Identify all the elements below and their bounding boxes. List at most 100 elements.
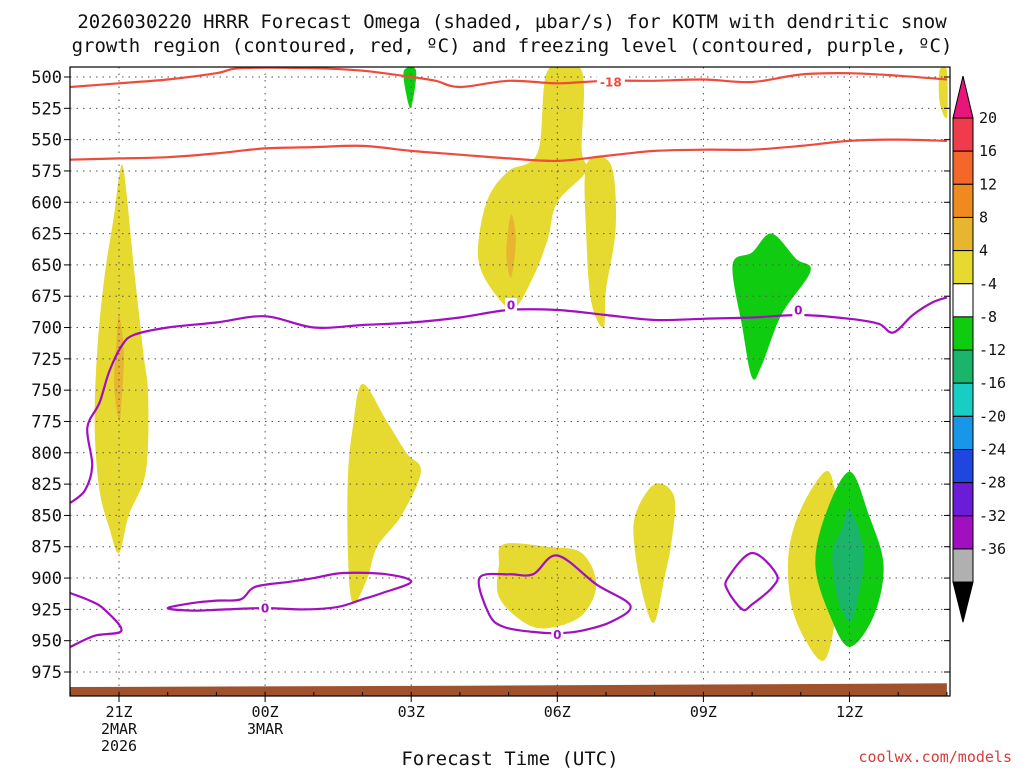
omega-green-top-area [403,67,417,108]
dgz-upper-contour [70,67,947,89]
y-tick-label-800: 800 [31,444,62,464]
y-tick-label-900: 900 [31,569,62,589]
colorbar-label--4: -4 [979,275,997,293]
colorbar-swatch [952,349,974,384]
plot-frame [69,66,951,697]
x-tick-label-00Z: 00Z [252,703,279,721]
colorbar-swatch [952,449,974,484]
y-tick-label-725: 725 [31,350,62,370]
y-tick-label-775: 775 [31,412,62,432]
omega-orange-06z-area [506,214,516,278]
colorbar-label--32: -32 [979,507,1006,525]
colorbar-swatch [952,283,974,318]
x-tick-label-2MAR: 2MAR [101,720,138,738]
contour-label-freezing: 0 [794,303,802,317]
contour-label-freezing: 0 [553,628,561,642]
colorbar-swatch [952,415,974,451]
y-tick-label-825: 825 [31,475,62,495]
colorbar-swatch [952,382,974,417]
colorbar-label--20: -20 [979,407,1006,425]
freezing-level-contour [70,296,948,504]
omega-yellow-edge-area [938,67,948,119]
colorbar-label--8: -8 [979,308,997,326]
contour-label-bg [551,627,564,642]
colorbar-swatch [952,316,974,351]
omega-teal-12z-area [832,508,865,622]
freezing-b-contour [477,554,632,635]
omega-yellow-05z-area [496,543,597,629]
contour-labels: -18 0 0 0 0 [259,75,805,642]
colorbar-label--28: -28 [979,474,1006,492]
colorbar-swatch [952,482,974,517]
colorbar-swatch [952,183,974,218]
colorbar-label-20: 20 [979,109,997,127]
colorbar-label--12: -12 [979,341,1006,359]
colorbar-swatch [952,117,974,152]
contour-label-freezing: 0 [261,602,269,616]
y-tick-label-550: 550 [31,131,62,151]
freezing-c-contour [724,551,779,612]
y-tick-label-675: 675 [31,287,62,307]
contour-label-bg [596,75,625,90]
y-tick-label-625: 625 [31,225,62,245]
y-axis: 500 525 550 575 600 625 650 675 700 725 750 775 800 8… [31,68,950,683]
dgz-lower-contour [70,138,947,163]
freezing-d-contour [70,592,123,648]
x-tick-label-12Z: 12Z [836,703,863,721]
colorbar-label-4: 4 [979,242,988,260]
colorbar-top-arrow [952,75,974,119]
omega-fills [70,67,948,696]
y-tick-label-750: 750 [31,381,62,401]
colorbar: 20 16 12 8 4 -4 -8 -12 -16 -20 -24 -28 -32 -36 [952,75,1006,623]
omega-yellow-07z-area [584,156,617,328]
x-tick-label-03Z: 03Z [398,703,425,721]
omega-orange-a-area [114,314,124,423]
omega-yellow-02z-area [347,383,421,604]
colorbar-bottom-arrow [952,581,974,623]
colorbar-label--36: -36 [979,540,1006,558]
colorbar-swatch [952,216,974,252]
credit-text[interactable]: coolwx.com/models [858,748,1012,766]
x-axis-label: Forecast Time (UTC) [401,748,618,768]
ground-area [70,683,947,696]
y-tick-label-975: 975 [31,663,62,683]
x-tick-label-21Z: 21Z [105,703,132,721]
y-tick-label-925: 925 [31,600,62,620]
y-tick-label-500: 500 [31,68,62,88]
y-tick-label-950: 950 [31,632,62,652]
colorbar-label-12: 12 [979,175,997,193]
omega-green-10z-area [732,233,811,380]
contour-label-bg [505,297,518,312]
y-tick-label-525: 525 [31,99,62,119]
contour-lines [70,67,948,648]
y-tick-label-600: 600 [31,193,62,213]
colorbar-swatch [952,250,974,285]
y-tick-label-650: 650 [31,256,62,276]
colorbar-swatch [952,150,974,185]
colorbar-label--16: -16 [979,374,1006,392]
contour-label-freezing: 0 [507,298,515,312]
chart-title-line2: growth region (contoured, red, ºC) and f… [72,35,953,57]
colorbar-label-8: 8 [979,208,988,226]
x-tick-label-09Z: 09Z [690,703,717,721]
gridlines [70,67,950,696]
colorbar-label--24: -24 [979,441,1006,459]
colorbar-label-16: 16 [979,142,997,160]
x-tick-label-3MAR: 3MAR [247,720,284,738]
chart-title-line1: 2026030220 HRRR Forecast Omega (shaded, … [77,11,947,33]
contour-label-dgz: -18 [600,76,622,90]
omega-yellow-08z-area [633,483,676,623]
y-tick-label-700: 700 [31,319,62,339]
colorbar-swatch [952,548,974,583]
y-tick-label-875: 875 [31,538,62,558]
x-tick-label-06Z: 06Z [544,703,571,721]
freezing-a-contour [166,571,413,612]
y-tick-label-850: 850 [31,506,62,526]
contour-label-bg [792,302,805,317]
y-tick-label-575: 575 [31,162,62,182]
colorbar-swatch [952,515,974,550]
omega-yellow-06z-area [477,67,588,310]
x-tick-label-2026: 2026 [101,737,137,755]
